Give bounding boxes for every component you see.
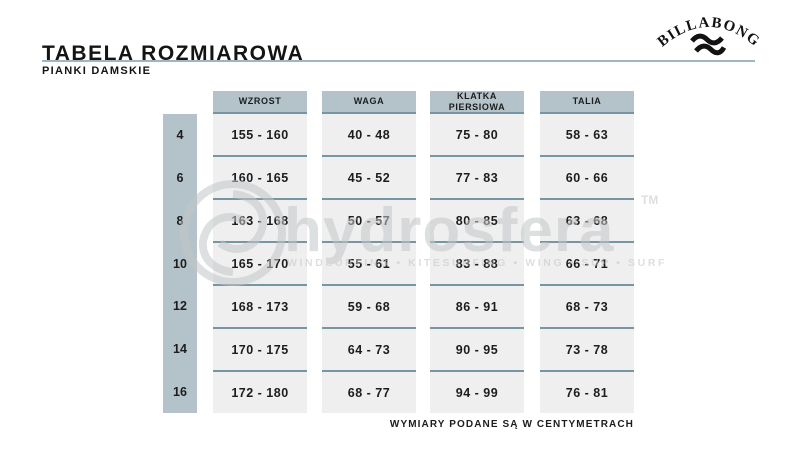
- table-cell: 45 - 52: [322, 157, 416, 200]
- column-header-waga: WAGA: [322, 91, 416, 114]
- table-cell: 172 - 180: [213, 372, 307, 413]
- table-cell: 58 - 63: [540, 114, 634, 157]
- table-cell: 155 - 160: [213, 114, 307, 157]
- table-cell: 94 - 99: [430, 372, 524, 413]
- units-footnote: WYMIARY PODANE SĄ W CENTYMETRACH: [389, 419, 634, 430]
- table-cell: 80 - 85: [430, 200, 524, 243]
- column-header-klatka-piersiowa: KLATKA PIERSIOWA: [430, 91, 524, 114]
- table-cell: 63 - 68: [540, 200, 634, 243]
- table-cell: 83 - 88: [430, 243, 524, 286]
- column-klatka-piersiowa: KLATKA PIERSIOWA 75 - 80 77 - 83 80 - 85…: [430, 91, 524, 413]
- column-waga: WAGA 40 - 48 45 - 52 50 - 57 55 - 61 59 …: [322, 91, 416, 413]
- table-cell: 163 - 168: [213, 200, 307, 243]
- watermark-trademark-symbol: TM: [641, 193, 659, 207]
- table-cell: 76 - 81: [540, 372, 634, 413]
- page-title: TABELA ROZMIAROWA: [42, 42, 305, 65]
- size-value: 10: [173, 256, 187, 271]
- table-cell: 170 - 175: [213, 329, 307, 372]
- column-header-talia: TALIA: [540, 91, 634, 114]
- table-cell: 50 - 57: [322, 200, 416, 243]
- table-cell: 90 - 95: [430, 329, 524, 372]
- column-talia: TALIA 58 - 63 60 - 66 63 - 68 66 - 71 68…: [540, 91, 634, 413]
- table-cell: 68 - 77: [322, 372, 416, 413]
- table-cell: 68 - 73: [540, 286, 634, 329]
- size-value: 8: [176, 213, 184, 228]
- size-value: 16: [173, 384, 187, 399]
- size-value: 6: [176, 171, 184, 186]
- table-cell: 40 - 48: [322, 114, 416, 157]
- size-value: 4: [176, 128, 184, 143]
- table-cell: 75 - 80: [430, 114, 524, 157]
- table-cell: 59 - 68: [322, 286, 416, 329]
- column-wzrost: WZROST 155 - 160 160 - 165 163 - 168 165…: [213, 91, 307, 413]
- size-value: 14: [173, 341, 187, 356]
- page-subtitle: PIANKI DAMSKIE: [42, 65, 152, 77]
- table-cell: 160 - 165: [213, 157, 307, 200]
- size-value: 12: [173, 299, 187, 314]
- size-column: 4 6 8 10 12 14 16: [163, 114, 197, 413]
- billabong-wave-icon: [690, 33, 727, 56]
- column-header-wzrost: WZROST: [213, 91, 307, 114]
- table-cell: 55 - 61: [322, 243, 416, 286]
- title-rule: [42, 60, 755, 62]
- billabong-logo-icon: BILLABONG: [655, 15, 762, 56]
- table-cell: 64 - 73: [322, 329, 416, 372]
- table-cell: 73 - 78: [540, 329, 634, 372]
- table-cell: 77 - 83: [430, 157, 524, 200]
- table-cell: 60 - 66: [540, 157, 634, 200]
- table-cell: 168 - 173: [213, 286, 307, 329]
- table-cell: 165 - 170: [213, 243, 307, 286]
- table-cell: 86 - 91: [430, 286, 524, 329]
- table-cell: 66 - 71: [540, 243, 634, 286]
